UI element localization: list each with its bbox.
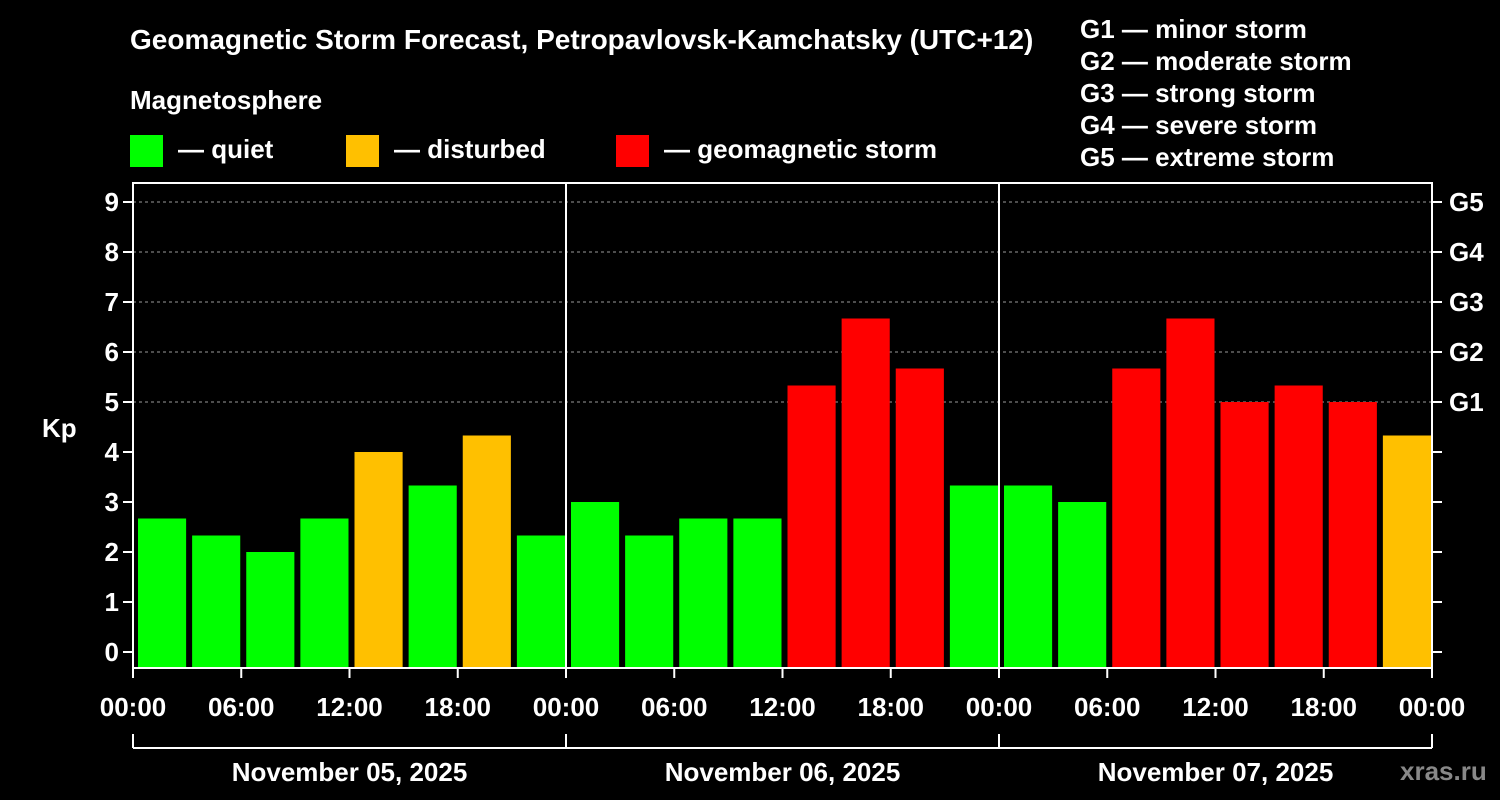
bar-storm xyxy=(1166,318,1215,668)
day-label: November 07, 2025 xyxy=(1098,757,1334,787)
watermark: xras.ru xyxy=(1400,756,1487,786)
storm-scale-item: G1 — minor storm xyxy=(1080,14,1307,44)
bar-quiet xyxy=(1058,502,1107,668)
legend-label-storm: — geomagnetic storm xyxy=(664,134,937,164)
storm-scale-item: G4 — severe storm xyxy=(1080,110,1317,140)
day-label: November 05, 2025 xyxy=(232,757,468,787)
bar-storm xyxy=(1328,402,1377,668)
y-tick-label: 8 xyxy=(105,237,119,267)
bar-quiet xyxy=(679,518,728,668)
bar-quiet xyxy=(192,535,241,668)
y-tick-label: 7 xyxy=(105,287,119,317)
bar-quiet xyxy=(571,502,620,668)
x-tick-label: 12:00 xyxy=(1182,692,1249,722)
x-axis: 00:00 06:00 12:00 18:00 00:00 06:00 12:00 18:00… xyxy=(100,668,1466,722)
bar-storm xyxy=(841,318,890,668)
bar-quiet xyxy=(733,518,782,668)
g-tick-label: G4 xyxy=(1449,237,1484,267)
legend: — quiet — disturbed — geomagnetic storm xyxy=(130,134,937,167)
g-tick-label: G2 xyxy=(1449,337,1484,367)
y-tick-label: 6 xyxy=(105,337,119,367)
legend-label-disturbed: — disturbed xyxy=(394,134,546,164)
bars xyxy=(138,318,1431,668)
bar-quiet xyxy=(516,535,565,668)
g-tick-label: G5 xyxy=(1449,187,1484,217)
x-tick-label: 12:00 xyxy=(749,692,816,722)
bar-storm xyxy=(787,385,836,668)
day-label: November 06, 2025 xyxy=(665,757,901,787)
x-tick-label: 18:00 xyxy=(1291,692,1358,722)
y-tick-label: 1 xyxy=(105,587,119,617)
bar-disturbed xyxy=(462,435,511,668)
x-tick-label: 00:00 xyxy=(100,692,167,722)
bar-disturbed xyxy=(354,452,403,668)
g-tick-label: G3 xyxy=(1449,287,1484,317)
legend-heading: Magnetosphere xyxy=(130,85,322,115)
legend-swatch-quiet xyxy=(130,135,163,167)
x-tick-label: 12:00 xyxy=(316,692,383,722)
bar-storm xyxy=(1220,402,1269,668)
storm-scale-item: G5 — extreme storm xyxy=(1080,142,1334,172)
bar-quiet xyxy=(300,518,349,668)
bar-quiet xyxy=(1004,485,1053,668)
x-tick-label: 00:00 xyxy=(1399,692,1466,722)
g-tick-label: G1 xyxy=(1449,387,1484,417)
chart-title: Geomagnetic Storm Forecast, Petropavlovs… xyxy=(130,24,1033,55)
g-axis: G1 G2 G3 G4 G5 xyxy=(1432,187,1484,653)
x-tick-label: 18:00 xyxy=(425,692,492,722)
x-tick-label: 06:00 xyxy=(641,692,708,722)
y-axis: 0 1 2 3 4 5 6 7 8 9 xyxy=(105,187,133,667)
bar-quiet xyxy=(246,552,295,668)
x-tick-label: 00:00 xyxy=(533,692,600,722)
y-tick-label: 2 xyxy=(105,537,119,567)
bar-quiet xyxy=(625,535,674,668)
y-tick-label: 3 xyxy=(105,487,119,517)
legend-label-quiet: — quiet xyxy=(178,134,274,164)
x-tick-label: 00:00 xyxy=(966,692,1033,722)
legend-swatch-storm xyxy=(616,135,649,167)
bar-storm xyxy=(1112,368,1161,668)
x-tick-label: 06:00 xyxy=(1074,692,1141,722)
y-axis-label: Kp xyxy=(42,413,77,443)
grid xyxy=(133,201,1432,403)
day-labels: November 05, 2025 November 06, 2025 Novemb… xyxy=(132,734,1433,787)
bar-storm xyxy=(895,368,944,668)
storm-scale-item: G2 — moderate storm xyxy=(1080,46,1352,76)
bar-quiet xyxy=(949,485,998,668)
y-tick-label: 9 xyxy=(105,187,119,217)
y-tick-label: 5 xyxy=(105,387,119,417)
storm-scale-item: G3 — strong storm xyxy=(1080,78,1315,108)
bar-quiet xyxy=(408,485,457,668)
bar-disturbed xyxy=(1382,435,1431,668)
bar-storm xyxy=(1274,385,1323,668)
y-tick-label: 0 xyxy=(105,637,119,667)
x-tick-label: 18:00 xyxy=(858,692,925,722)
legend-swatch-disturbed xyxy=(346,135,379,167)
bar-quiet xyxy=(138,518,187,668)
x-tick-label: 06:00 xyxy=(208,692,275,722)
y-tick-label: 4 xyxy=(105,437,120,467)
